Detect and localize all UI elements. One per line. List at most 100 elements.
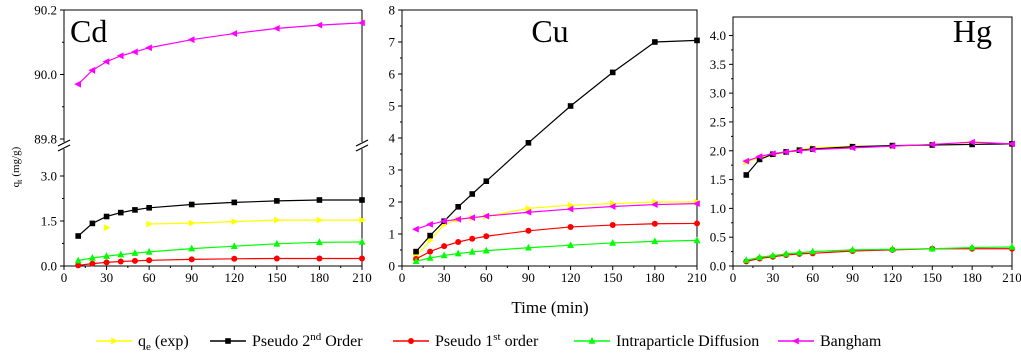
data-point <box>1008 140 1015 148</box>
x-tick-label: 150 <box>603 270 623 285</box>
data-point <box>469 191 476 197</box>
data-point <box>694 37 700 44</box>
y-tick-label: 1.5 <box>41 214 57 229</box>
x-tick-label: 60 <box>806 270 819 285</box>
axis-break-mark <box>57 139 71 152</box>
data-point <box>146 205 152 211</box>
data-point <box>567 223 574 230</box>
chart-panels: 0 30 60 90 120 150 180 2100.01.53.089.890.090.2… <box>10 3 1021 318</box>
y-tick-label: 4.0 <box>710 28 726 43</box>
y-tick-label: 3.0 <box>710 86 726 101</box>
x-tick-label: 90 <box>522 270 535 285</box>
y-tick-label: 5 <box>389 99 396 114</box>
data-point <box>273 255 280 262</box>
legend-marker <box>588 337 596 344</box>
series-pso <box>75 197 365 239</box>
data-point <box>651 237 659 245</box>
series-line <box>77 22 363 85</box>
x-tick-label: 30 <box>438 270 451 285</box>
x-tick-label: 0 <box>399 270 406 285</box>
data-point <box>358 238 366 245</box>
data-point <box>968 243 976 251</box>
data-point <box>888 142 896 150</box>
data-point <box>316 238 323 246</box>
x-tick-label: 210 <box>1002 270 1021 285</box>
data-point <box>525 205 533 212</box>
data-point <box>455 204 461 210</box>
x-tick-label: 180 <box>310 270 330 285</box>
data-point <box>969 141 975 148</box>
data-point <box>89 220 96 227</box>
data-point <box>75 262 82 269</box>
legend-label: Pseudo 2nd Order <box>252 331 363 350</box>
data-point <box>652 39 658 45</box>
data-point <box>454 249 462 257</box>
data-point <box>483 233 490 240</box>
data-point <box>482 212 490 220</box>
y-tick-label: 1 <box>389 227 396 242</box>
data-point <box>928 141 936 148</box>
data-point <box>768 150 776 158</box>
data-point <box>413 248 419 255</box>
legend-marker <box>225 338 231 344</box>
data-point <box>440 217 447 225</box>
legend-label-superscript: nd <box>310 331 322 343</box>
data-point <box>188 201 195 208</box>
legend-label-main: q <box>138 333 146 350</box>
axis-break-slash-lower <box>355 144 369 152</box>
data-point <box>146 220 154 228</box>
legend-marker <box>111 337 118 345</box>
axis-break-mark <box>355 139 369 152</box>
panel-title: Cu <box>531 13 568 49</box>
data-point <box>103 213 110 220</box>
data-point <box>426 221 433 228</box>
data-point <box>756 253 763 261</box>
data-point <box>427 248 434 255</box>
data-point <box>273 239 281 247</box>
y-axis-title-unit: (mg/g) <box>10 146 22 176</box>
data-point <box>88 66 96 74</box>
data-point <box>116 52 124 60</box>
data-point <box>809 247 817 255</box>
data-point <box>524 208 532 216</box>
data-point <box>455 239 462 245</box>
data-point <box>316 216 324 224</box>
x-tick-label: 210 <box>687 270 707 285</box>
data-point <box>145 247 153 255</box>
data-point <box>650 201 658 208</box>
legend-label: Pseudo 1st order <box>435 331 539 350</box>
x-tick-label: 120 <box>561 270 581 285</box>
data-point <box>608 203 616 210</box>
data-point <box>187 36 195 44</box>
data-point <box>230 242 238 249</box>
x-tick-label: 120 <box>883 270 903 285</box>
data-point <box>769 251 777 259</box>
data-point <box>358 19 365 27</box>
x-tick-label: 210 <box>352 270 372 285</box>
x-axis-title: Time (min) <box>511 298 588 317</box>
series-line <box>745 143 1013 176</box>
data-point <box>74 80 81 88</box>
data-point <box>968 138 975 146</box>
data-point <box>231 199 238 206</box>
legend: qe (exp) Pseudo 2nd Order Pseudo 1st order… <box>96 331 882 353</box>
y-tick-label: 7 <box>389 35 396 50</box>
series-qe_exp <box>103 216 366 231</box>
data-point <box>756 156 763 163</box>
data-point <box>89 260 96 267</box>
legend-label: qe (exp) <box>138 333 189 353</box>
data-point <box>427 232 433 239</box>
data-point <box>483 178 490 184</box>
data-point <box>102 58 110 65</box>
legend-label-main: Pseudo 1 <box>435 333 493 350</box>
data-point <box>231 255 238 262</box>
data-point <box>274 198 280 204</box>
legend-label-superscript: st <box>493 331 500 343</box>
x-tick-label: 180 <box>645 270 665 285</box>
legend-item-pso: Pseudo 2nd Order <box>210 331 363 350</box>
data-point <box>567 103 574 109</box>
data-point <box>742 157 750 165</box>
y-tick-label: 8 <box>389 3 396 18</box>
legend-item-ipd: Intraparticle Diffusion <box>574 333 759 350</box>
